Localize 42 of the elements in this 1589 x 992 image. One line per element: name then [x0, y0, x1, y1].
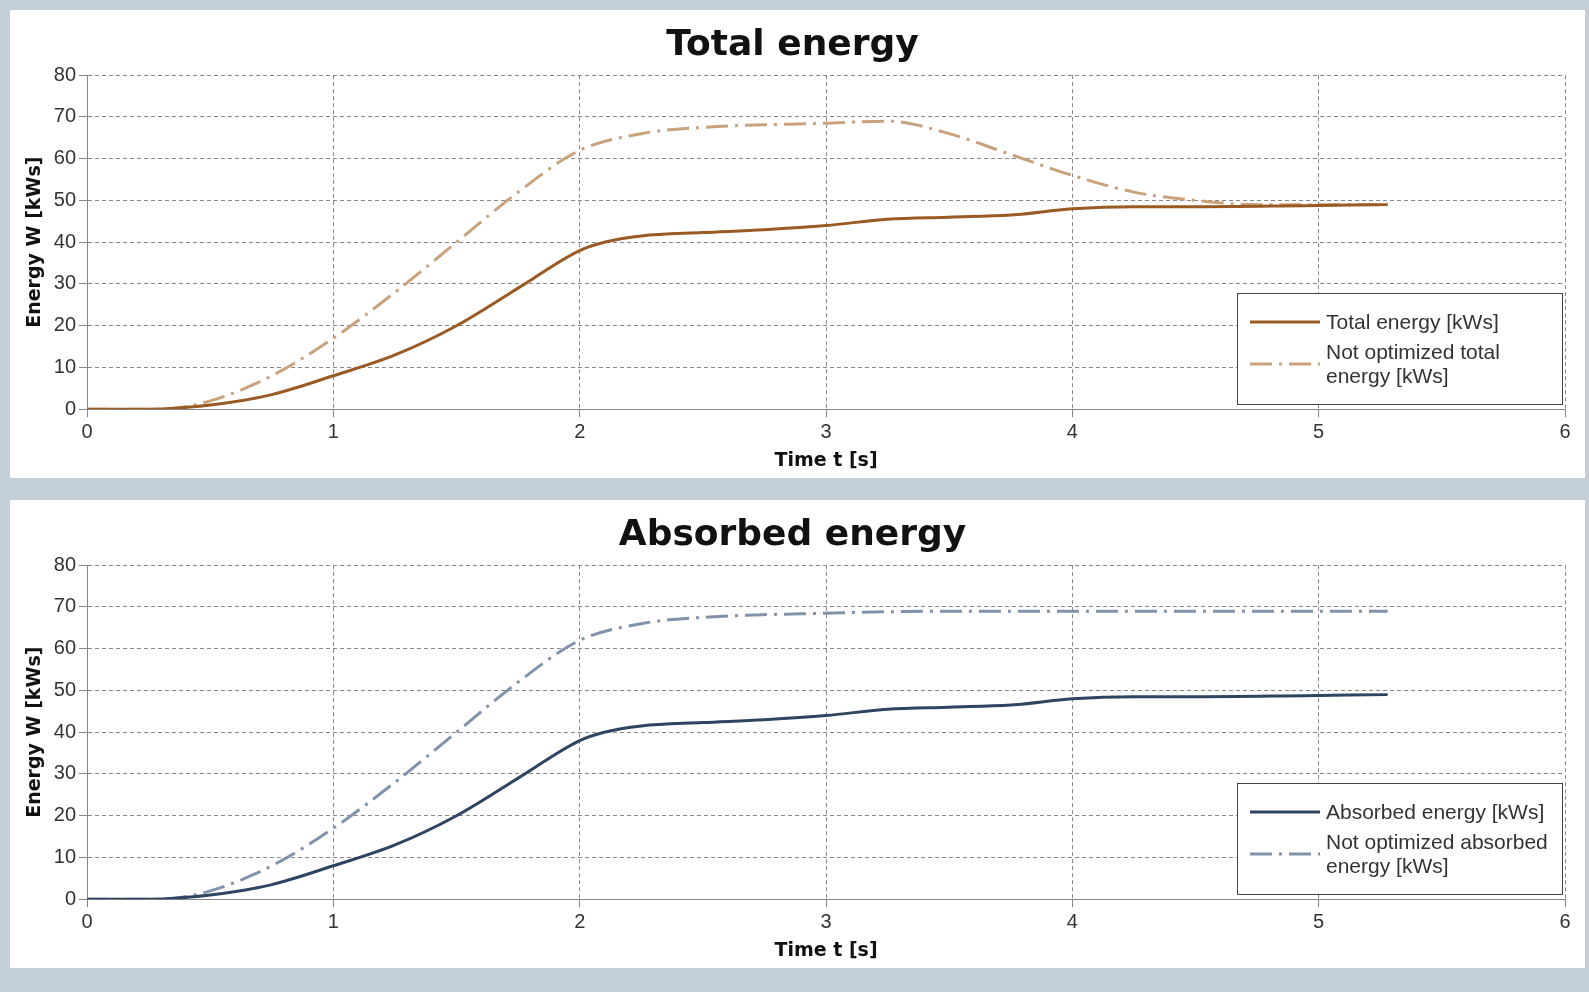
y-tick-label: 50 [53, 187, 77, 210]
x-tick-label: 4 [1066, 909, 1078, 932]
y-tick-label: 60 [53, 636, 77, 659]
y-axis-title: Energy W [kWs] [22, 646, 45, 818]
x-axis-title: Time t [s] [774, 447, 878, 470]
x-axis-title: Time t [s] [774, 937, 878, 960]
chart-title: Absorbed energy [618, 511, 967, 553]
x-tick-label: 1 [327, 909, 339, 932]
y-tick-label: 40 [53, 229, 77, 252]
x-tick-label: 2 [574, 419, 586, 442]
y-tick-label: 30 [53, 761, 77, 784]
x-tick-label: 6 [1559, 909, 1571, 932]
x-tick-label: 0 [81, 419, 93, 442]
y-tick-label: 0 [64, 396, 77, 419]
y-tick-label: 80 [53, 552, 77, 575]
x-tick-label: 0 [81, 909, 93, 932]
y-tick-label: 20 [53, 313, 77, 336]
y-tick-label: 80 [53, 62, 77, 85]
y-tick-label: 50 [53, 677, 77, 700]
y-tick-label: 70 [53, 594, 77, 617]
y-tick-label: 10 [53, 354, 77, 377]
y-tick-label: 30 [53, 271, 77, 294]
x-tick-label: 4 [1066, 419, 1078, 442]
legend-label: Not optimized total energy [kWs] [1326, 340, 1501, 389]
legend-label: Total energy [kWs] [1326, 310, 1499, 335]
y-tick-label: 20 [53, 803, 77, 826]
x-tick-label: 5 [1313, 419, 1325, 442]
y-tick-label: 60 [53, 146, 77, 169]
y-tick-label: 10 [53, 844, 77, 867]
x-tick-label: 3 [820, 909, 832, 932]
x-tick-label: 2 [574, 909, 586, 932]
y-tick-label: 70 [53, 104, 77, 127]
y-axis-title: Energy W [kWs] [22, 156, 45, 328]
chart-title: Total energy [666, 21, 919, 63]
y-tick-label: 0 [64, 886, 77, 909]
x-tick-label: 5 [1313, 909, 1325, 932]
x-tick-label: 1 [327, 419, 339, 442]
x-tick-label: 3 [820, 419, 832, 442]
legend-label: Not optimized absorbed energy [kWs] [1326, 830, 1549, 879]
legend-label: Absorbed energy [kWs] [1326, 800, 1545, 825]
y-tick-label: 40 [53, 719, 77, 742]
x-tick-label: 6 [1559, 419, 1571, 442]
